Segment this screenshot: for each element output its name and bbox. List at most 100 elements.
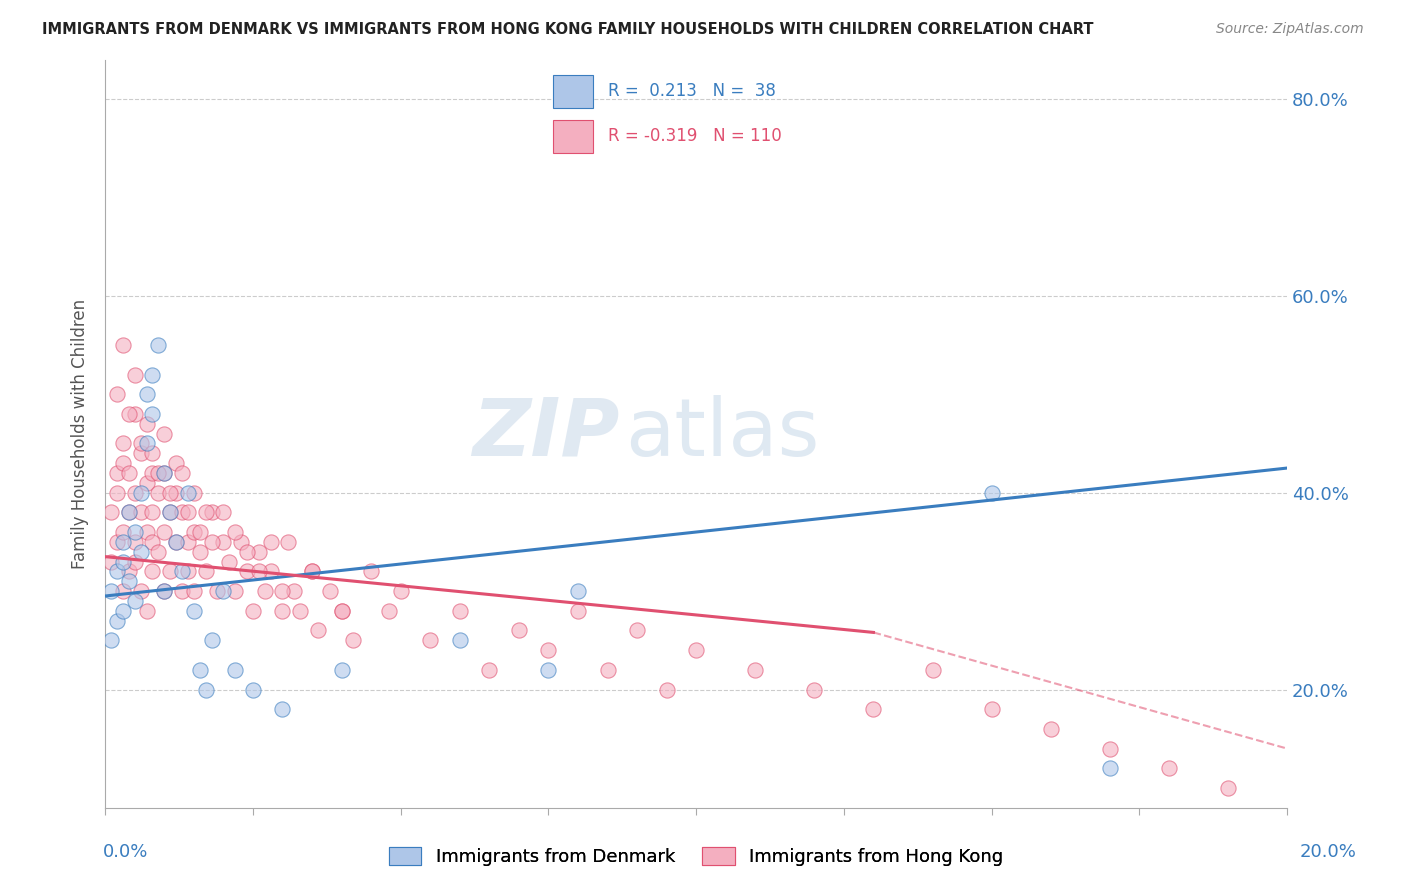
Point <box>290 604 312 618</box>
Point <box>183 584 205 599</box>
Point <box>301 565 323 579</box>
Point <box>100 633 122 648</box>
Point <box>980 485 1002 500</box>
Point <box>271 584 294 599</box>
Point <box>537 643 560 657</box>
Point <box>124 485 146 500</box>
Point <box>118 466 141 480</box>
Point <box>862 702 884 716</box>
Point <box>141 368 163 382</box>
Point <box>194 565 217 579</box>
Point <box>118 505 141 519</box>
Point <box>153 584 176 599</box>
Point <box>100 505 122 519</box>
Point <box>165 534 187 549</box>
Point <box>378 604 401 618</box>
Point <box>921 663 943 677</box>
Point <box>194 505 217 519</box>
Point <box>277 534 299 549</box>
Point <box>207 584 229 599</box>
Point <box>183 485 205 500</box>
Point <box>194 682 217 697</box>
Point <box>177 565 200 579</box>
Point <box>124 368 146 382</box>
Point <box>153 466 176 480</box>
Point <box>236 565 259 579</box>
Point <box>129 505 152 519</box>
Point <box>153 426 176 441</box>
Point <box>170 505 193 519</box>
Point <box>567 584 589 599</box>
Point <box>129 485 152 500</box>
Point <box>141 534 163 549</box>
Point <box>141 407 163 421</box>
Point <box>744 663 766 677</box>
Point <box>419 633 441 648</box>
Point <box>111 604 134 618</box>
Point <box>1098 761 1121 775</box>
Point <box>170 565 193 579</box>
Point <box>111 524 134 539</box>
Point <box>124 555 146 569</box>
Point <box>100 555 122 569</box>
Point <box>247 545 270 559</box>
Point <box>111 456 134 470</box>
Point <box>170 584 193 599</box>
Point <box>111 555 134 569</box>
Text: IMMIGRANTS FROM DENMARK VS IMMIGRANTS FROM HONG KONG FAMILY HOUSEHOLDS WITH CHIL: IMMIGRANTS FROM DENMARK VS IMMIGRANTS FR… <box>42 22 1094 37</box>
Point <box>111 436 134 450</box>
Point <box>118 565 141 579</box>
Point <box>135 604 157 618</box>
Point <box>1098 741 1121 756</box>
Point <box>224 584 246 599</box>
Point <box>105 466 128 480</box>
Point <box>567 604 589 618</box>
Point <box>124 524 146 539</box>
Text: 20.0%: 20.0% <box>1301 843 1357 861</box>
Point <box>212 534 235 549</box>
Point <box>200 505 222 519</box>
Point <box>135 475 157 490</box>
Point <box>165 485 187 500</box>
Point <box>105 387 128 401</box>
Point <box>655 682 678 697</box>
Point <box>153 466 176 480</box>
Point <box>111 338 134 352</box>
Point <box>105 614 128 628</box>
Point <box>236 545 259 559</box>
Point <box>200 633 222 648</box>
Point <box>148 545 170 559</box>
Point <box>212 584 235 599</box>
Point <box>508 624 530 638</box>
Y-axis label: Family Households with Children: Family Households with Children <box>72 299 89 569</box>
Text: 0.0%: 0.0% <box>103 843 148 861</box>
Point <box>218 555 240 569</box>
Point <box>260 565 283 579</box>
Point <box>1157 761 1180 775</box>
FancyBboxPatch shape <box>554 120 593 153</box>
Point <box>596 663 619 677</box>
Point <box>141 565 163 579</box>
Point <box>170 466 193 480</box>
Point <box>330 604 353 618</box>
Point <box>685 643 707 657</box>
Point <box>224 524 246 539</box>
Point <box>165 534 187 549</box>
Point <box>165 456 187 470</box>
Point <box>148 485 170 500</box>
Text: atlas: atlas <box>626 394 820 473</box>
Point <box>177 485 200 500</box>
Point <box>111 534 134 549</box>
Point <box>478 663 501 677</box>
Point <box>118 574 141 589</box>
Point <box>100 584 122 599</box>
Point <box>283 584 305 599</box>
Point <box>148 338 170 352</box>
Point <box>537 663 560 677</box>
Point <box>330 663 353 677</box>
Point <box>129 436 152 450</box>
Point <box>141 446 163 460</box>
Point <box>247 565 270 579</box>
Point <box>229 534 252 549</box>
Point <box>242 604 264 618</box>
